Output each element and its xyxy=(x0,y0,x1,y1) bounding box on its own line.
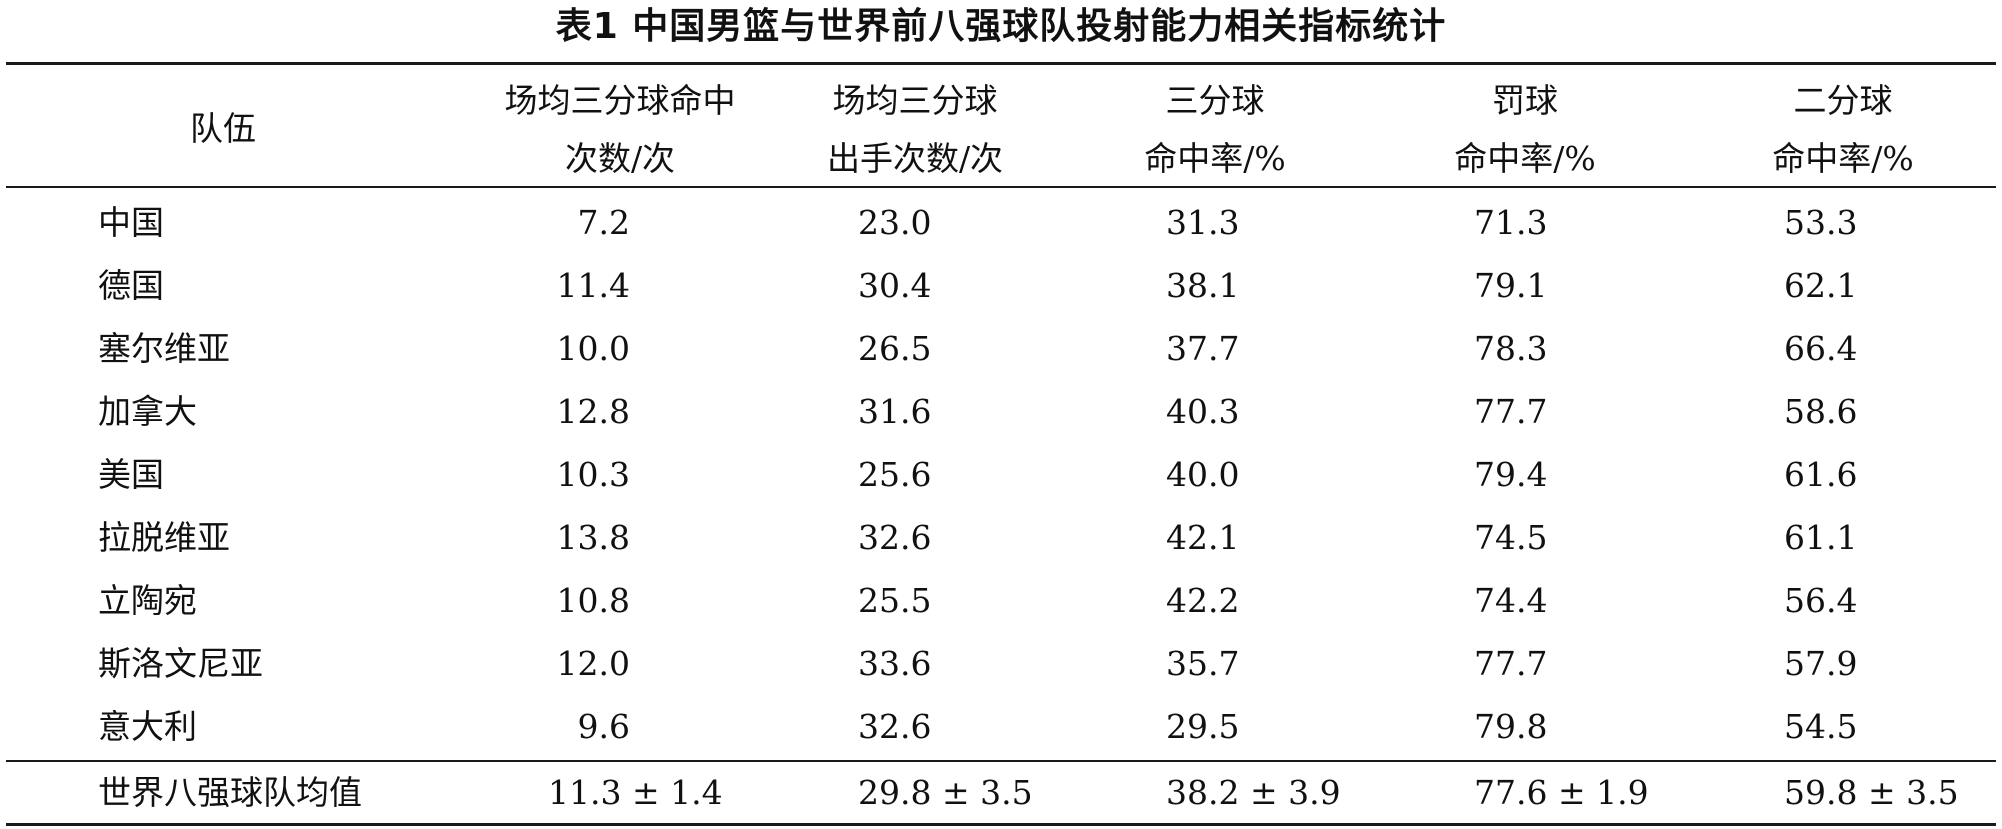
table-row-team: 美国 xyxy=(98,455,164,494)
summary-cell: 29.8 ± 3.5 xyxy=(858,773,1033,812)
table-cell: 53.3 xyxy=(1784,203,1858,242)
summary-cell: 11.3 ± 1.4 xyxy=(548,773,723,812)
table-row-team: 加拿大 xyxy=(98,392,197,431)
table-row-team: 斯洛文尼亚 xyxy=(98,644,263,683)
table-cell: 25.6 xyxy=(858,455,932,494)
table-cell: 12.8 xyxy=(556,392,630,431)
table-cell: 32.6 xyxy=(858,707,932,746)
header-3pt-attempts-line1: 场均三分球 xyxy=(832,81,998,120)
header-ft-pct-line2: 命中率/% xyxy=(1454,139,1596,178)
header-ft-pct: 罚球 命中率/% xyxy=(1420,72,1630,180)
summary-cell: 38.2 ± 3.9 xyxy=(1166,773,1341,812)
header-2pt-pct-line2: 命中率/% xyxy=(1772,139,1914,178)
table-row-team: 中国 xyxy=(98,203,164,242)
table-cell: 79.4 xyxy=(1474,455,1548,494)
table-cell: 10.0 xyxy=(556,329,630,368)
table-cell: 38.1 xyxy=(1166,266,1240,305)
table-cell: 31.3 xyxy=(1166,203,1240,242)
table-cell: 11.4 xyxy=(556,266,630,305)
table-cell: 62.1 xyxy=(1784,266,1858,305)
table-row-team: 拉脱维亚 xyxy=(98,518,230,557)
table-caption: 表1 中国男篮与世界前八强球队投射能力相关指标统计 xyxy=(555,6,1447,47)
table-cell: 57.9 xyxy=(1784,644,1858,683)
table-row-team: 意大利 xyxy=(98,707,197,746)
table-cell: 77.7 xyxy=(1474,392,1548,431)
table-cell: 7.2 xyxy=(577,203,630,242)
table-cell: 30.4 xyxy=(858,266,932,305)
summary-row-label: 世界八强球队均值 xyxy=(98,773,362,812)
header-3pt-attempts-line2: 出手次数/次 xyxy=(826,139,1004,178)
table-cell: 12.0 xyxy=(556,644,630,683)
table-row-team: 德国 xyxy=(98,266,164,305)
table-cell: 26.5 xyxy=(858,329,932,368)
table-cell: 77.7 xyxy=(1474,644,1548,683)
table-cell: 79.8 xyxy=(1474,707,1548,746)
header-rule xyxy=(6,186,1996,188)
table-cell: 33.6 xyxy=(858,644,932,683)
table-cell: 71.3 xyxy=(1474,203,1548,242)
summary-cell: 77.6 ± 1.9 xyxy=(1474,773,1649,812)
table-cell: 78.3 xyxy=(1474,329,1548,368)
header-3pt-pct-line2: 命中率/% xyxy=(1144,139,1286,178)
header-3pt-pct-line1: 三分球 xyxy=(1165,81,1265,120)
table-cell: 61.1 xyxy=(1784,518,1858,557)
table-cell: 32.6 xyxy=(858,518,932,557)
table-cell: 29.5 xyxy=(1166,707,1240,746)
top-rule xyxy=(6,62,1996,65)
table-cell: 79.1 xyxy=(1474,266,1548,305)
table-cell: 66.4 xyxy=(1784,329,1858,368)
table-cell: 74.5 xyxy=(1474,518,1548,557)
bottom-rule xyxy=(6,823,1996,826)
header-3pt-attempts: 场均三分球 出手次数/次 xyxy=(790,72,1040,180)
header-2pt-pct: 二分球 命中率/% xyxy=(1738,72,1948,180)
summary-rule xyxy=(6,760,1996,762)
table-cell: 42.1 xyxy=(1166,518,1240,557)
header-3pt-made-line2: 次数/次 xyxy=(564,139,676,178)
header-2pt-pct-line1: 二分球 xyxy=(1793,81,1893,120)
header-3pt-made-line1: 场均三分球命中 xyxy=(504,81,736,120)
summary-cell: 59.8 ± 3.5 xyxy=(1784,773,1959,812)
table-cell: 40.0 xyxy=(1166,455,1240,494)
table-cell: 54.5 xyxy=(1784,707,1858,746)
table-row-team: 立陶宛 xyxy=(98,581,197,620)
table-cell: 40.3 xyxy=(1166,392,1240,431)
table-cell: 56.4 xyxy=(1784,581,1858,620)
header-ft-pct-line1: 罚球 xyxy=(1492,81,1558,120)
table-cell: 61.6 xyxy=(1784,455,1858,494)
table-cell: 10.3 xyxy=(556,455,630,494)
header-team: 队伍 xyxy=(190,109,256,148)
header-3pt-made: 场均三分球命中 次数/次 xyxy=(470,72,770,180)
table-cell: 37.7 xyxy=(1166,329,1240,368)
table-cell: 42.2 xyxy=(1166,581,1240,620)
table-cell: 10.8 xyxy=(556,581,630,620)
table-cell: 13.8 xyxy=(556,518,630,557)
table-cell: 35.7 xyxy=(1166,644,1240,683)
table-cell: 25.5 xyxy=(858,581,932,620)
table-cell: 9.6 xyxy=(577,707,630,746)
table-cell: 23.0 xyxy=(858,203,932,242)
table-cell: 31.6 xyxy=(858,392,932,431)
table-cell: 58.6 xyxy=(1784,392,1858,431)
table-row-team: 塞尔维亚 xyxy=(98,329,230,368)
header-3pt-pct: 三分球 命中率/% xyxy=(1110,72,1320,180)
table-cell: 74.4 xyxy=(1474,581,1548,620)
